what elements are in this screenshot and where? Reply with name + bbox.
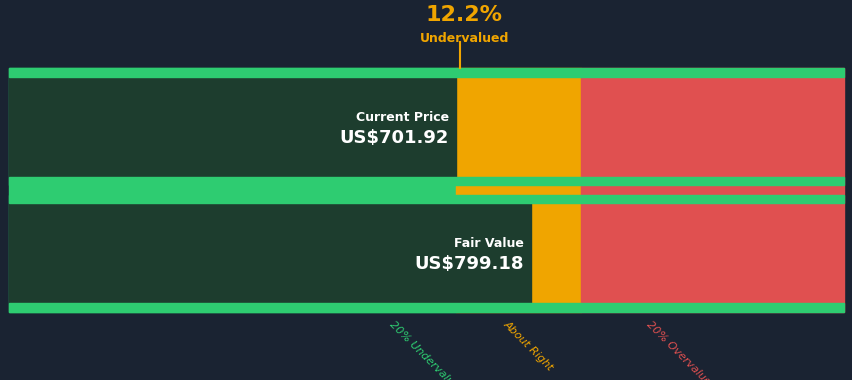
Text: 20% Overvalued: 20% Overvalued	[644, 319, 717, 380]
Text: Undervalued: Undervalued	[419, 32, 509, 44]
Bar	[9, 303, 843, 312]
Bar	[9, 68, 843, 77]
Bar	[9, 177, 843, 185]
Bar	[9, 195, 843, 203]
Text: 20% Undervalued: 20% Undervalued	[387, 319, 464, 380]
Text: About Right: About Right	[501, 319, 555, 373]
Bar	[455, 68, 580, 312]
Text: Fair Value: Fair Value	[454, 237, 523, 250]
Text: 12.2%: 12.2%	[425, 5, 502, 25]
Bar	[580, 68, 843, 312]
Text: US$799.18: US$799.18	[414, 255, 523, 274]
Bar	[9, 77, 455, 177]
Text: Current Price: Current Price	[355, 111, 448, 124]
Bar	[9, 68, 455, 312]
Bar	[9, 203, 530, 303]
Text: US$701.92: US$701.92	[339, 129, 448, 147]
